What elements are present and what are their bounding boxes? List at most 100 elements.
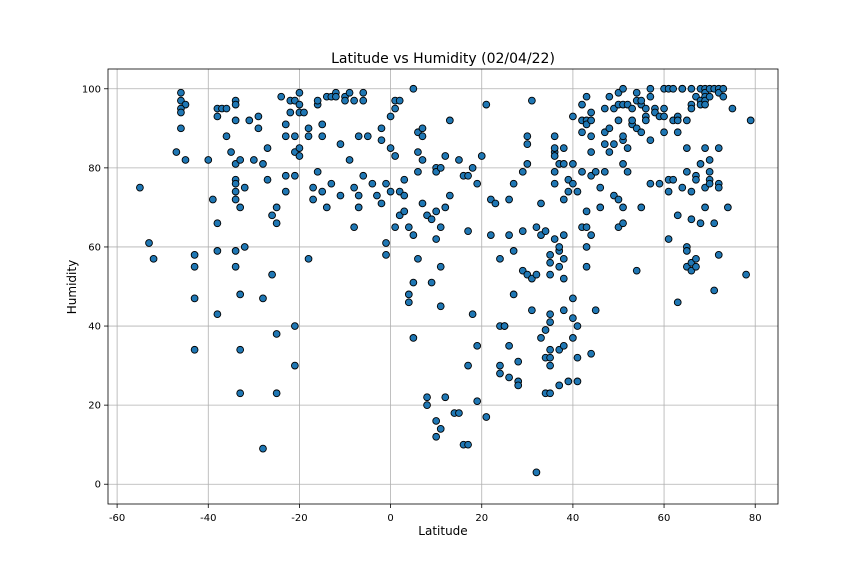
- data-point: [660, 104, 668, 113]
- data-point: [523, 132, 532, 141]
- data-point: [587, 148, 595, 156]
- data-point: [172, 148, 181, 156]
- data-point: [518, 167, 527, 176]
- data-point: [418, 199, 427, 208]
- data-point: [286, 108, 295, 117]
- data-point: [505, 373, 513, 382]
- data-point: [259, 160, 267, 168]
- data-point: [400, 191, 409, 200]
- data-point: [673, 211, 682, 220]
- data-point: [496, 361, 504, 370]
- data-point: [436, 425, 445, 433]
- x-tick-label: 80: [749, 513, 762, 524]
- data-point: [660, 128, 668, 137]
- data-point: [190, 294, 199, 303]
- data-point: [646, 84, 655, 93]
- data-point: [605, 148, 614, 156]
- x-tick-label: 20: [475, 513, 488, 524]
- data-point: [673, 298, 682, 307]
- data-point: [518, 227, 527, 235]
- data-point: [240, 243, 249, 251]
- data-point: [714, 183, 723, 192]
- data-point: [359, 171, 368, 180]
- data-point: [569, 179, 577, 188]
- data-point: [354, 191, 363, 200]
- data-point: [692, 254, 700, 263]
- data-point: [309, 195, 317, 204]
- data-point: [701, 100, 709, 109]
- data-point: [464, 361, 472, 370]
- data-point: [272, 219, 281, 228]
- data-point: [673, 128, 682, 137]
- data-point: [573, 187, 582, 196]
- data-point: [623, 144, 632, 152]
- data-point: [190, 345, 199, 354]
- data-point: [482, 413, 491, 421]
- data-point: [295, 88, 304, 97]
- data-point: [208, 195, 217, 204]
- data-point: [669, 175, 678, 184]
- data-point: [231, 116, 240, 125]
- data-point: [687, 215, 696, 224]
- data-point: [473, 341, 482, 350]
- data-point: [655, 179, 664, 188]
- data-point: [149, 254, 158, 263]
- data-point: [236, 203, 245, 212]
- data-point: [432, 235, 441, 243]
- data-point: [710, 219, 719, 228]
- data-point: [509, 247, 518, 255]
- data-point: [637, 203, 646, 212]
- data-point: [418, 156, 427, 164]
- data-point: [432, 432, 441, 441]
- data-point: [692, 262, 700, 271]
- data-point: [300, 108, 308, 117]
- y-axis: 0 20 40 60 80 100: [82, 84, 108, 491]
- data-point: [546, 353, 554, 362]
- data-point: [427, 215, 436, 224]
- data-point: [605, 124, 614, 133]
- data-point: [532, 223, 541, 232]
- data-point: [418, 132, 427, 141]
- data-point: [678, 183, 687, 192]
- data-point: [505, 341, 513, 350]
- data-point: [404, 290, 413, 299]
- data-point: [705, 167, 714, 176]
- data-point: [377, 124, 386, 133]
- data-point: [336, 140, 345, 148]
- data-point: [546, 389, 554, 398]
- data-point: [304, 254, 313, 263]
- data-point: [682, 116, 691, 125]
- data-point: [619, 132, 627, 141]
- data-point: [710, 286, 719, 295]
- data-point: [487, 231, 495, 239]
- data-point: [464, 227, 472, 235]
- data-point: [564, 377, 573, 386]
- data-point: [213, 219, 222, 228]
- data-point: [514, 357, 523, 366]
- data-point: [587, 231, 595, 239]
- data-point: [350, 223, 358, 232]
- data-point: [236, 156, 245, 164]
- data-point: [537, 334, 545, 342]
- data-point: [345, 88, 354, 97]
- data-point: [705, 92, 714, 101]
- data-point: [386, 112, 395, 121]
- data-point: [559, 274, 568, 283]
- data-point: [582, 262, 591, 271]
- data-point: [646, 179, 655, 188]
- data-point: [701, 144, 709, 152]
- data-point: [373, 191, 381, 200]
- data-point: [441, 152, 450, 160]
- data-point: [550, 132, 559, 141]
- data-point: [569, 160, 577, 168]
- data-point: [468, 310, 477, 319]
- x-axis-label: Latitude: [418, 524, 467, 538]
- data-point: [409, 278, 418, 287]
- data-point: [546, 251, 554, 259]
- data-point: [350, 183, 358, 192]
- data-point: [295, 100, 304, 109]
- data-point: [341, 96, 349, 105]
- data-point: [427, 278, 436, 287]
- data-point: [505, 231, 513, 239]
